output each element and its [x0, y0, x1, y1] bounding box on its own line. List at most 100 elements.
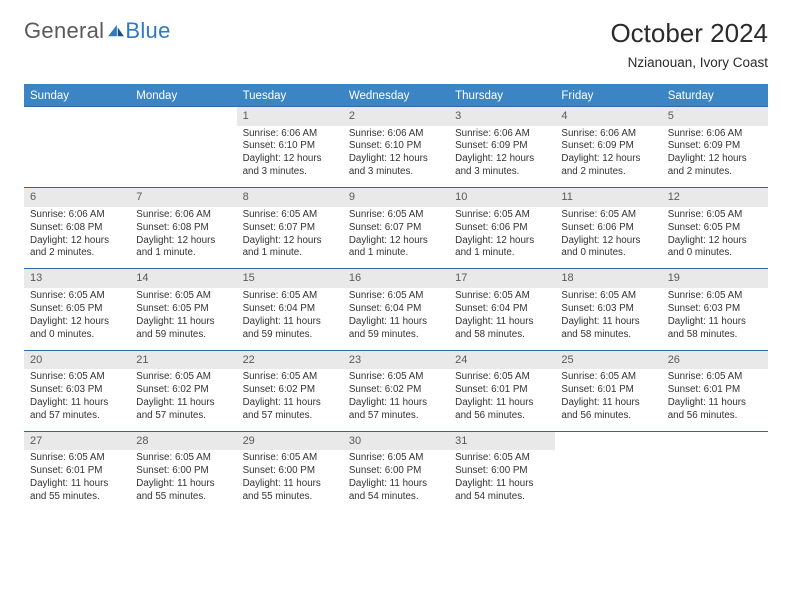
day-details: Sunrise: 6:05 AMSunset: 6:02 PMDaylight:… — [343, 369, 449, 431]
calendar-cell: 12Sunrise: 6:05 AMSunset: 6:05 PMDayligh… — [662, 188, 768, 269]
page-title: October 2024 — [610, 18, 768, 49]
day-number: 19 — [662, 269, 768, 288]
day-details — [662, 450, 768, 508]
day-details: Sunrise: 6:05 AMSunset: 6:05 PMDaylight:… — [24, 288, 130, 350]
calendar-cell: 25Sunrise: 6:05 AMSunset: 6:01 PMDayligh… — [555, 350, 661, 431]
calendar-cell: 24Sunrise: 6:05 AMSunset: 6:01 PMDayligh… — [449, 350, 555, 431]
day-number: 31 — [449, 432, 555, 451]
day-details: Sunrise: 6:05 AMSunset: 6:04 PMDaylight:… — [449, 288, 555, 350]
day-details: Sunrise: 6:05 AMSunset: 6:01 PMDaylight:… — [449, 369, 555, 431]
day-details: Sunrise: 6:05 AMSunset: 6:03 PMDaylight:… — [555, 288, 661, 350]
calendar-cell: 5Sunrise: 6:06 AMSunset: 6:09 PMDaylight… — [662, 107, 768, 188]
calendar-cell: 18Sunrise: 6:05 AMSunset: 6:03 PMDayligh… — [555, 269, 661, 350]
calendar-cell: 15Sunrise: 6:05 AMSunset: 6:04 PMDayligh… — [237, 269, 343, 350]
calendar-cell: 22Sunrise: 6:05 AMSunset: 6:02 PMDayligh… — [237, 350, 343, 431]
day-details: Sunrise: 6:05 AMSunset: 6:04 PMDaylight:… — [237, 288, 343, 350]
day-number: 7 — [130, 188, 236, 207]
page-subtitle: Nzianouan, Ivory Coast — [610, 55, 768, 70]
day-header: Saturday — [662, 85, 768, 107]
day-details: Sunrise: 6:05 AMSunset: 6:02 PMDaylight:… — [237, 369, 343, 431]
day-details: Sunrise: 6:06 AMSunset: 6:10 PMDaylight:… — [343, 126, 449, 188]
day-number: 18 — [555, 269, 661, 288]
calendar-cell: 30Sunrise: 6:05 AMSunset: 6:00 PMDayligh… — [343, 431, 449, 512]
calendar-cell: 10Sunrise: 6:05 AMSunset: 6:06 PMDayligh… — [449, 188, 555, 269]
calendar-week: 6Sunrise: 6:06 AMSunset: 6:08 PMDaylight… — [24, 188, 768, 269]
day-number: 28 — [130, 432, 236, 451]
day-details: Sunrise: 6:05 AMSunset: 6:01 PMDaylight:… — [24, 450, 130, 512]
day-details: Sunrise: 6:06 AMSunset: 6:09 PMDaylight:… — [555, 126, 661, 188]
calendar-cell: 19Sunrise: 6:05 AMSunset: 6:03 PMDayligh… — [662, 269, 768, 350]
day-number: 13 — [24, 269, 130, 288]
day-number: 8 — [237, 188, 343, 207]
day-number: 24 — [449, 351, 555, 370]
calendar-cell: 20Sunrise: 6:05 AMSunset: 6:03 PMDayligh… — [24, 350, 130, 431]
day-details: Sunrise: 6:05 AMSunset: 6:04 PMDaylight:… — [343, 288, 449, 350]
calendar-cell-empty — [130, 107, 236, 188]
calendar-cell: 13Sunrise: 6:05 AMSunset: 6:05 PMDayligh… — [24, 269, 130, 350]
day-header: Tuesday — [237, 85, 343, 107]
day-details: Sunrise: 6:05 AMSunset: 6:07 PMDaylight:… — [343, 207, 449, 269]
calendar-week: 20Sunrise: 6:05 AMSunset: 6:03 PMDayligh… — [24, 350, 768, 431]
day-number: 6 — [24, 188, 130, 207]
day-details: Sunrise: 6:06 AMSunset: 6:08 PMDaylight:… — [130, 207, 236, 269]
calendar-week: 1Sunrise: 6:06 AMSunset: 6:10 PMDaylight… — [24, 107, 768, 188]
calendar-cell: 1Sunrise: 6:06 AMSunset: 6:10 PMDaylight… — [237, 107, 343, 188]
day-details: Sunrise: 6:05 AMSunset: 6:00 PMDaylight:… — [449, 450, 555, 512]
day-number: 5 — [662, 107, 768, 126]
day-number: 1 — [237, 107, 343, 126]
day-number: 14 — [130, 269, 236, 288]
day-number: 12 — [662, 188, 768, 207]
day-details: Sunrise: 6:05 AMSunset: 6:00 PMDaylight:… — [343, 450, 449, 512]
calendar-cell: 31Sunrise: 6:05 AMSunset: 6:00 PMDayligh… — [449, 431, 555, 512]
calendar-cell: 14Sunrise: 6:05 AMSunset: 6:05 PMDayligh… — [130, 269, 236, 350]
day-details — [130, 126, 236, 184]
brand-logo: General Blue — [24, 18, 171, 44]
day-details: Sunrise: 6:05 AMSunset: 6:01 PMDaylight:… — [662, 369, 768, 431]
calendar-body: 1Sunrise: 6:06 AMSunset: 6:10 PMDaylight… — [24, 107, 768, 513]
calendar-cell: 4Sunrise: 6:06 AMSunset: 6:09 PMDaylight… — [555, 107, 661, 188]
day-details: Sunrise: 6:05 AMSunset: 6:05 PMDaylight:… — [130, 288, 236, 350]
day-details: Sunrise: 6:05 AMSunset: 6:03 PMDaylight:… — [24, 369, 130, 431]
day-details — [555, 450, 661, 508]
day-details: Sunrise: 6:06 AMSunset: 6:09 PMDaylight:… — [662, 126, 768, 188]
calendar-cell: 17Sunrise: 6:05 AMSunset: 6:04 PMDayligh… — [449, 269, 555, 350]
calendar-cell: 26Sunrise: 6:05 AMSunset: 6:01 PMDayligh… — [662, 350, 768, 431]
day-number: 3 — [449, 107, 555, 126]
day-details: Sunrise: 6:05 AMSunset: 6:06 PMDaylight:… — [555, 207, 661, 269]
calendar-cell: 27Sunrise: 6:05 AMSunset: 6:01 PMDayligh… — [24, 431, 130, 512]
calendar-week: 13Sunrise: 6:05 AMSunset: 6:05 PMDayligh… — [24, 269, 768, 350]
day-number: 20 — [24, 351, 130, 370]
day-details: Sunrise: 6:05 AMSunset: 6:02 PMDaylight:… — [130, 369, 236, 431]
day-details: Sunrise: 6:06 AMSunset: 6:10 PMDaylight:… — [237, 126, 343, 188]
day-number: 21 — [130, 351, 236, 370]
calendar-cell: 23Sunrise: 6:05 AMSunset: 6:02 PMDayligh… — [343, 350, 449, 431]
header: General Blue October 2024 Nzianouan, Ivo… — [24, 18, 768, 70]
day-number: 2 — [343, 107, 449, 126]
day-header: Friday — [555, 85, 661, 107]
day-number: 26 — [662, 351, 768, 370]
calendar-cell: 8Sunrise: 6:05 AMSunset: 6:07 PMDaylight… — [237, 188, 343, 269]
day-header: Wednesday — [343, 85, 449, 107]
day-details: Sunrise: 6:05 AMSunset: 6:00 PMDaylight:… — [130, 450, 236, 512]
calendar-cell: 21Sunrise: 6:05 AMSunset: 6:02 PMDayligh… — [130, 350, 236, 431]
calendar-cell: 28Sunrise: 6:05 AMSunset: 6:00 PMDayligh… — [130, 431, 236, 512]
calendar-header-row: SundayMondayTuesdayWednesdayThursdayFrid… — [24, 85, 768, 107]
day-number: 4 — [555, 107, 661, 126]
day-number: 22 — [237, 351, 343, 370]
day-number: 23 — [343, 351, 449, 370]
calendar-cell-empty — [662, 431, 768, 512]
day-details: Sunrise: 6:05 AMSunset: 6:03 PMDaylight:… — [662, 288, 768, 350]
day-header: Monday — [130, 85, 236, 107]
calendar-cell: 2Sunrise: 6:06 AMSunset: 6:10 PMDaylight… — [343, 107, 449, 188]
brand-part1: General — [24, 18, 104, 44]
brand-part2: Blue — [125, 18, 170, 44]
calendar-cell: 9Sunrise: 6:05 AMSunset: 6:07 PMDaylight… — [343, 188, 449, 269]
calendar-week: 27Sunrise: 6:05 AMSunset: 6:01 PMDayligh… — [24, 431, 768, 512]
day-details: Sunrise: 6:05 AMSunset: 6:01 PMDaylight:… — [555, 369, 661, 431]
day-number: 17 — [449, 269, 555, 288]
day-number: 30 — [343, 432, 449, 451]
day-number: 29 — [237, 432, 343, 451]
calendar-cell: 6Sunrise: 6:06 AMSunset: 6:08 PMDaylight… — [24, 188, 130, 269]
calendar-cell: 11Sunrise: 6:05 AMSunset: 6:06 PMDayligh… — [555, 188, 661, 269]
day-header: Thursday — [449, 85, 555, 107]
